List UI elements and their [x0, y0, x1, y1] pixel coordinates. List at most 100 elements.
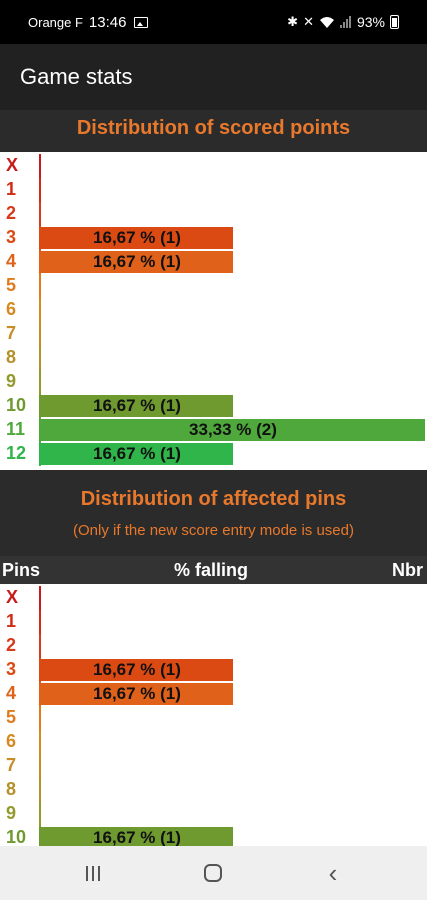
scored-points-label: 10: [6, 395, 27, 415]
scored-points-title: Distribution of scored points: [76, 117, 351, 139]
back-icon[interactable]: ‹: [328, 857, 338, 888]
affected-pins-label: 7: [6, 755, 17, 775]
scored-points-axis-tick: [39, 298, 41, 322]
scored-points-row: 12 16,67 % (1): [0, 442, 427, 466]
affected-pins-axis-tick: [39, 706, 41, 730]
scored-points-axis-tick: [39, 250, 41, 274]
affected-pins-bar: 16,67 % (1): [41, 659, 233, 681]
page-title: Game stats: [20, 64, 133, 89]
image-icon: [134, 16, 149, 28]
column-header-falling: % falling: [174, 560, 249, 580]
scored-points-label: 1: [6, 179, 17, 199]
scored-points-axis-tick: [39, 202, 41, 226]
signal-icon: [339, 16, 351, 28]
scored-points-label: 2: [6, 203, 17, 223]
mute-icon: ✕: [303, 14, 314, 29]
scored-points-bar: 16,67 % (1): [41, 227, 233, 249]
column-header-pins: Pins: [2, 560, 41, 580]
affected-pins-label: 9: [6, 803, 17, 823]
affected-pins-label: 8: [6, 779, 17, 799]
affected-pins-axis-tick: [39, 610, 41, 634]
scored-points-bar: 16,67 % (1): [41, 395, 233, 417]
scored-points-row: X: [0, 154, 427, 178]
status-icons: ✱ ✕ 93%: [287, 14, 399, 30]
affected-pins-label: X: [6, 587, 19, 607]
scored-points-row: 1: [0, 178, 427, 202]
affected-pins-axis-tick: [39, 682, 41, 706]
scored-points-axis-tick: [39, 346, 41, 370]
affected-pins-axis-tick: [39, 802, 41, 826]
battery-icon: [390, 15, 399, 29]
scored-points-row: 7: [0, 322, 427, 346]
scored-points-row: 6: [0, 298, 427, 322]
battery-percent: 93%: [356, 14, 385, 30]
scored-points-axis-tick: [39, 154, 41, 178]
affected-pins-row: X: [0, 586, 427, 610]
affected-pins-label: 3: [6, 659, 17, 679]
scored-points-label: 11: [6, 419, 26, 439]
scored-points-label: 3: [6, 227, 17, 247]
affected-pins-row: 9: [0, 802, 427, 826]
affected-pins-row: 1: [0, 610, 427, 634]
scored-points-row: 4 16,67 % (1): [0, 250, 427, 274]
scored-points-bar: 16,67 % (1): [41, 443, 233, 465]
scored-points-label: X: [6, 155, 19, 175]
affected-pins-label: 5: [6, 707, 17, 727]
affected-pins-label: 1: [6, 611, 17, 631]
affected-pins-row: 2: [0, 634, 427, 658]
scored-points-label: 9: [6, 371, 17, 391]
affected-pins-axis-tick: [39, 730, 41, 754]
affected-pins-label: 10: [6, 827, 27, 846]
app-bar: Game stats: [0, 44, 427, 110]
affected-pins-row: 8: [0, 778, 427, 802]
scored-points-header: Distribution of scored points: [0, 110, 427, 152]
scored-points-axis-tick: [39, 418, 41, 442]
scored-points-axis-tick: [39, 226, 41, 250]
affected-pins-subtitle: (Only if the new score entry mode is use…: [73, 522, 354, 539]
scored-points-bar: 33,33 % (2): [41, 419, 425, 441]
carrier-name: Orange F: [28, 14, 83, 30]
scored-points-bar: 16,67 % (1): [41, 251, 233, 273]
bluetooth-icon: ✱: [287, 14, 299, 29]
affected-pins-axis-tick: [39, 586, 41, 610]
affected-pins-title: Distribution of affected pins: [80, 488, 347, 510]
wifi-icon: [319, 16, 334, 28]
affected-pins-axis-tick: [39, 778, 41, 802]
pins-table-header: Pins % falling Nbr: [0, 556, 427, 584]
affected-pins-bar: 16,67 % (1): [41, 827, 233, 846]
scored-points-axis-tick: [39, 322, 41, 346]
scored-points-row: 9: [0, 370, 427, 394]
affected-pins-axis-tick: [39, 826, 41, 846]
affected-pins-label: 4: [6, 683, 17, 703]
scored-points-axis-tick: [39, 394, 41, 418]
scored-points-label: 4: [6, 251, 17, 271]
home-icon[interactable]: [193, 860, 233, 886]
navigation-bar: ‹: [0, 846, 427, 900]
scored-points-axis-tick: [39, 442, 41, 466]
scored-points-row: 11 33,33 % (2): [0, 418, 427, 442]
affected-pins-row: 6: [0, 730, 427, 754]
affected-pins-bar: 16,67 % (1): [41, 683, 233, 705]
clock: 13:46: [88, 13, 127, 31]
scored-points-label: 12: [6, 443, 27, 463]
scored-points-row: 3 16,67 % (1): [0, 226, 427, 250]
scored-points-label: 5: [6, 275, 17, 295]
scored-points-chart: X 1 2 3 16,67 % (1) 4 16,67 % (1) 5 6 7 8 9 10 16,67 …: [0, 152, 427, 470]
affected-pins-row: 7: [0, 754, 427, 778]
affected-pins-header: Distribution of affected pins (Only if t…: [0, 470, 427, 556]
affected-pins-chart: X 1 2 3 16,67 % (1) 4 16,67 % (1) 5 6 7 8 9 10 16,67 …: [0, 584, 427, 846]
affected-pins-label: 2: [6, 635, 17, 655]
scored-points-axis-tick: [39, 370, 41, 394]
scored-points-label: 6: [6, 299, 17, 319]
status-bar: Orange F 13:46 ✱ ✕ 93%: [0, 0, 427, 44]
scored-points-row: 2: [0, 202, 427, 226]
scored-points-row: 10 16,67 % (1): [0, 394, 427, 418]
column-header-nbr: Nbr: [392, 560, 423, 580]
scored-points-label: 7: [6, 323, 17, 343]
scored-points-axis-tick: [39, 274, 41, 298]
scored-points-row: 5: [0, 274, 427, 298]
affected-pins-axis-tick: [39, 634, 41, 658]
scored-points-axis-tick: [39, 178, 41, 202]
recent-apps-icon[interactable]: [73, 860, 113, 886]
